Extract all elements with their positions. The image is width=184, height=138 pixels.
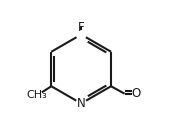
- Text: O: O: [131, 87, 141, 100]
- Text: F: F: [78, 21, 84, 34]
- Text: CH₃: CH₃: [27, 90, 47, 100]
- Text: N: N: [77, 97, 86, 110]
